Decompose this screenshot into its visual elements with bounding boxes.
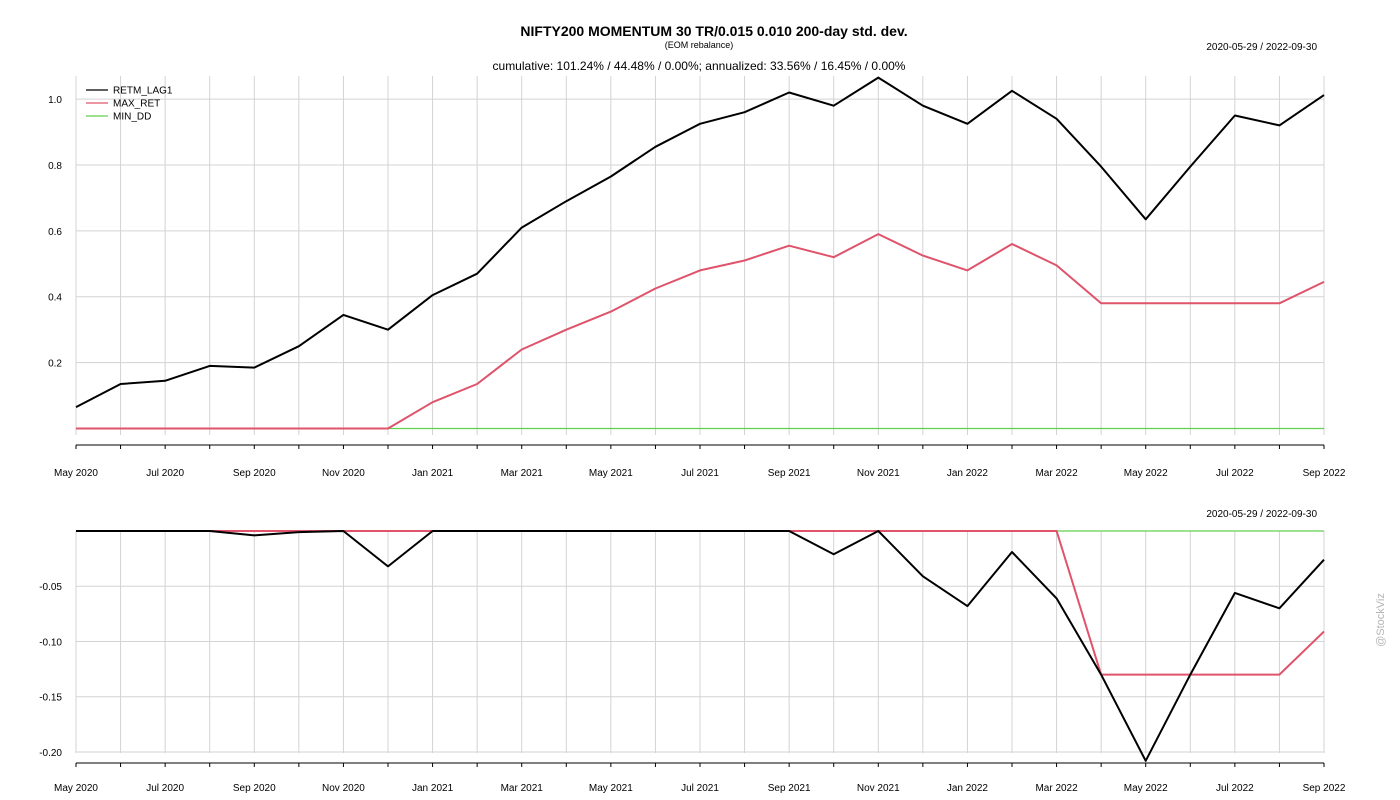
x-tick-label: Mar 2021	[501, 783, 544, 794]
watermark: @StockViz	[1375, 593, 1387, 647]
x-tick-label: Nov 2021	[857, 783, 900, 794]
x-tick-label: Nov 2020	[322, 468, 365, 479]
y-tick-label: 0.2	[48, 359, 62, 370]
x-tick-label: Jul 2020	[146, 783, 184, 794]
date-range-bottom: 2020-05-29 / 2022-09-30	[1206, 509, 1317, 520]
x-tick-label: Jan 2021	[412, 783, 454, 794]
x-tick-label: Jul 2022	[1216, 468, 1254, 479]
y-tick-label: 0.4	[48, 293, 62, 304]
series-line-retm-lag1	[76, 530, 1325, 762]
y-tick-label: -0.20	[39, 748, 62, 759]
legend: RETM_LAG1 MAX_RET MIN_DD	[86, 86, 173, 123]
legend-label: MAX_RET	[113, 99, 160, 110]
y-tick-label: 0.8	[48, 161, 62, 172]
legend-label: RETM_LAG1	[113, 86, 173, 97]
x-tick-label: Mar 2021	[501, 468, 544, 479]
x-tick-label: May 2020	[54, 783, 98, 794]
axes-layer: 0.2 0.4 0.6 0.8 1.0 May 2020 Jul 2020 Sep 2020 N…	[39, 95, 1346, 794]
series-line-max-ret	[76, 233, 1325, 430]
stats-line: cumulative: 101.24% / 44.48% / 0.00%; an…	[493, 59, 906, 73]
x-tick-label: May 2021	[589, 783, 633, 794]
y-tick-label: 0.6	[48, 227, 62, 238]
x-tick-label: Sep 2020	[233, 783, 276, 794]
x-tick-label: May 2022	[1124, 783, 1168, 794]
x-tick-label: Nov 2021	[857, 468, 900, 479]
x-tick-label: May 2020	[54, 468, 98, 479]
y-tick-label: 1.0	[48, 95, 62, 106]
x-tick-label: Sep 2021	[768, 468, 811, 479]
panel-series-group	[76, 530, 1325, 762]
x-tick-label: Jul 2021	[681, 783, 719, 794]
y-tick-label: -0.10	[39, 637, 62, 648]
x-tick-label: Nov 2020	[322, 783, 365, 794]
x-tick-label: Sep 2020	[233, 468, 276, 479]
panel-series-group	[75, 76, 1325, 430]
x-tick-label: Sep 2022	[1303, 468, 1346, 479]
chart-title: NIFTY200 MOMENTUM 30 TR/0.015 0.010 200-…	[520, 23, 907, 39]
chart-subtitle: (EOM rebalance)	[665, 40, 734, 50]
x-tick-label: Jul 2021	[681, 468, 719, 479]
x-tick-label: May 2021	[589, 468, 633, 479]
series-line-retm-lag1	[75, 76, 1325, 408]
series-layer	[75, 76, 1325, 762]
x-tick-label: Jan 2022	[947, 783, 989, 794]
x-tick-label: Sep 2021	[768, 783, 811, 794]
grid-layer	[75, 76, 1325, 753]
x-tick-label: Jan 2021	[412, 468, 454, 479]
x-tick-label: Jul 2020	[146, 468, 184, 479]
y-tick-label: -0.15	[39, 693, 62, 704]
date-range-top: 2020-05-29 / 2022-09-30	[1206, 42, 1317, 53]
x-tick-label: Jul 2022	[1216, 783, 1254, 794]
x-tick-label: Mar 2022	[1035, 783, 1078, 794]
x-tick-label: Jan 2022	[947, 468, 989, 479]
x-tick-label: May 2022	[1124, 468, 1168, 479]
legend-label: MIN_DD	[113, 112, 151, 123]
x-tick-label: Sep 2022	[1303, 783, 1346, 794]
x-tick-label: Mar 2022	[1035, 468, 1078, 479]
y-tick-label: -0.05	[39, 582, 62, 593]
